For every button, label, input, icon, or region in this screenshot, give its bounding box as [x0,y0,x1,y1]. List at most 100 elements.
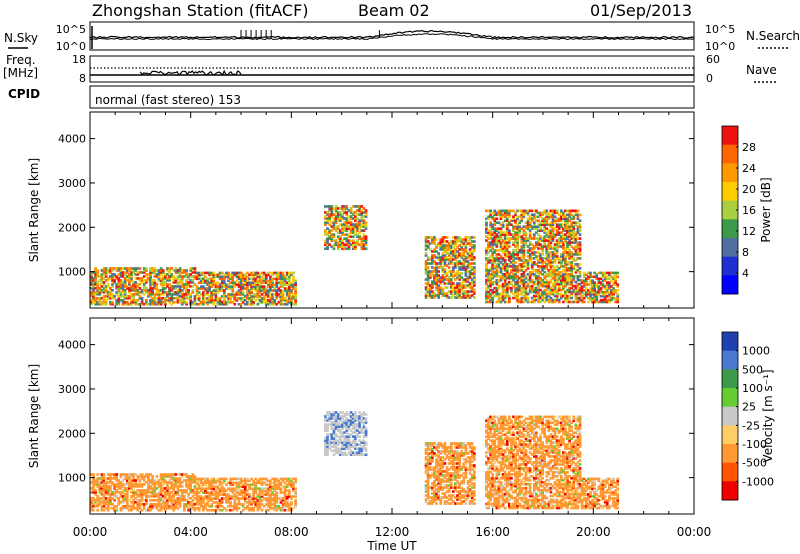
power-echo-cell [516,274,519,278]
power-echo-cell [466,290,470,293]
power-echo-cell [541,263,544,266]
power-echo-cell [570,263,574,266]
power-echo-cell [466,292,470,295]
power-echo-cell [555,247,559,250]
power-echo-cell [557,217,561,221]
velocity-echo-cell [134,491,138,494]
power-echo-cell [130,287,133,290]
power-echo-cell [497,284,501,288]
power-echo-cell [115,277,119,280]
power-echo-cell [153,275,157,278]
power-echo-cell [549,261,553,264]
power-echo-cell [468,258,472,261]
velocity-echo-cell [275,493,279,496]
velocity-echo-cell [117,479,121,482]
power-echo-cell [510,274,513,278]
velocity-echo-cell [235,505,239,508]
velocity-echo-cell [161,477,165,480]
power-echo-cell [155,296,159,300]
power-echo-cell [256,283,260,286]
velocity-echo-cell [193,502,197,506]
power-echo-cell [518,257,522,260]
power-echo-cell [574,280,578,284]
velocity-echo-cell [106,498,110,502]
power-echo-cell [343,247,346,251]
power-echo-cell [428,236,432,239]
power-echo-cell [512,292,515,296]
power-echo-cell [547,213,551,217]
velocity-echo-cell [163,504,167,508]
power-echo-cell [605,277,609,280]
power-echo-cell [518,249,522,252]
power-echo-cell [485,251,488,254]
power-echo-cell [464,236,468,239]
power-echo-cell [539,300,542,304]
power-echo-cell [520,239,524,242]
power-echo-cell [462,250,466,253]
power-echo-cell [487,243,490,246]
velocity-echo-cell [281,477,285,481]
velocity-echo-cell [159,485,163,488]
power-echo-cell [549,265,553,268]
power-echo-cell [243,275,247,279]
power-echo-cell [183,292,186,296]
power-echo-cell [557,272,561,276]
velocity-echo-cell [115,485,119,488]
velocity-echo-cell [243,495,247,498]
power-echo-cell [277,277,281,281]
power-echo-cell [136,283,140,286]
power-echo-cell [499,257,503,260]
power-echo-cell [491,255,495,258]
power-echo-cell [180,289,184,292]
power-echo-cell [549,274,553,278]
power-echo-cell [520,296,524,300]
power-echo-cell [468,284,472,287]
power-echo-cell [566,282,569,286]
velocity-echo-cell [147,477,150,480]
power-echo-cell [168,269,171,272]
power-echo-cell [239,283,243,286]
power-echo-cell [557,292,561,296]
power-echo-cell [166,291,169,294]
power-echo-cell [326,237,329,240]
power-echo-cell [510,219,513,223]
power-echo-cell [559,292,563,296]
velocity-echo-cell [273,487,276,490]
power-echo-cell [514,270,517,274]
power-echo-cell [547,233,551,236]
power-echo-cell [271,297,274,300]
power-echo-cell [528,276,532,280]
power-echo-cell [535,263,538,266]
power-echo-cell [466,260,470,263]
power-echo-cell [568,209,571,213]
power-echo-cell [163,298,167,302]
power-echo-cell [191,279,195,282]
power-echo-cell [134,300,138,304]
velocity-echo-cell [168,481,171,484]
velocity-echo-cell [144,500,148,504]
power-echo-cell [566,276,569,280]
power-echo-cell [497,227,501,230]
power-echo-cell [424,288,428,291]
power-echo-cell [362,229,366,232]
power-echo-cell [562,211,565,215]
power-echo-cell [351,247,355,251]
power-echo-cell [489,296,492,300]
power-echo-cell [439,280,443,283]
power-echo-cell [530,257,534,260]
power-echo-cell [285,271,289,275]
power-echo-cell [497,280,501,284]
power-echo-cell [553,235,557,238]
power-echo-cell [543,223,547,227]
velocity-echo-cell [267,508,270,512]
velocity-echo-cell [100,473,104,476]
power-echo-cell [435,270,438,273]
power-echo-cell [328,231,332,234]
power-echo-cell [157,289,161,292]
power-echo-cell [157,279,161,282]
power-echo-cell [532,282,536,286]
power-echo-cell [597,291,601,294]
power-echo-cell [343,227,346,230]
power-echo-cell [279,271,283,275]
power-echo-cell [283,289,287,292]
